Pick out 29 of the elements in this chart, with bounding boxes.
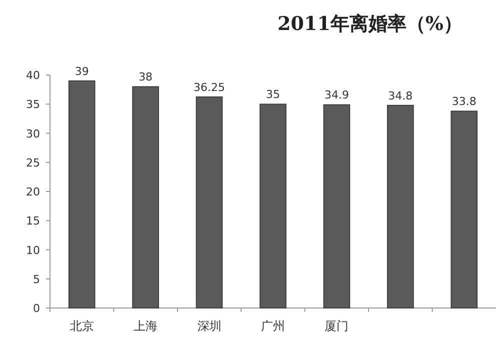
y-tick-label: 15 [26, 214, 40, 228]
data-label: 34.8 [388, 89, 413, 102]
x-tick-label: 上海 [134, 319, 158, 333]
y-tick-label: 10 [26, 244, 40, 257]
bar [260, 104, 286, 308]
x-tick-label: 深圳 [197, 319, 222, 333]
chart-title: 2011年离婚率（%） [278, 13, 462, 35]
data-label: 36.25 [194, 80, 226, 94]
bar [387, 104, 414, 308]
data-label: 35 [266, 88, 280, 102]
y-tick-label: 40 [26, 69, 40, 82]
bar [132, 86, 159, 308]
y-tick-label: 25 [26, 156, 40, 170]
bar [68, 80, 96, 308]
x-tick-label: 北京 [70, 319, 94, 333]
y-tick-label: 0 [33, 302, 40, 315]
data-label: 33.8 [452, 95, 476, 108]
x-tick-label: 广州 [261, 319, 285, 333]
y-tick-label: 20 [26, 186, 40, 198]
y-tick-label: 35 [26, 98, 40, 112]
bar [450, 110, 478, 308]
x-tick-label: 厦门 [324, 319, 349, 333]
bar [323, 104, 350, 308]
bar [196, 96, 223, 308]
data-label: 38 [138, 70, 153, 84]
data-label: 34.9 [324, 88, 349, 102]
data-label: 39 [74, 64, 89, 78]
y-tick-label: 5 [33, 272, 40, 286]
y-tick-label: 30 [26, 127, 40, 140]
